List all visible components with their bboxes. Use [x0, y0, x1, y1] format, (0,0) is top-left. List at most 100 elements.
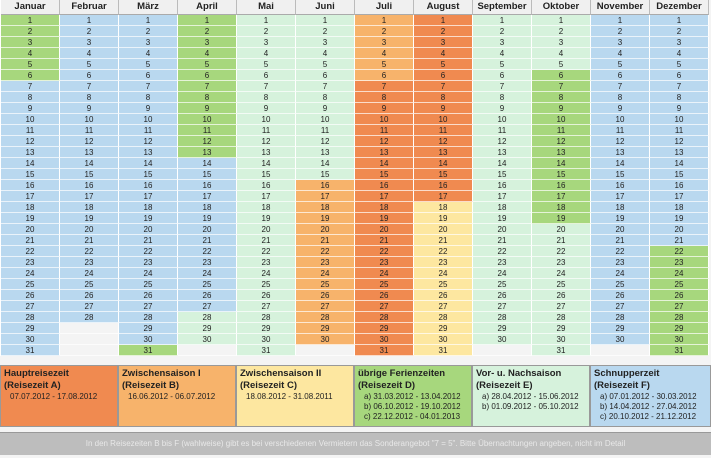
day-cell: 30	[237, 334, 296, 345]
day-cell: 30	[473, 334, 532, 345]
day-cell: 1	[650, 15, 709, 26]
day-cell	[60, 334, 119, 345]
day-cell: 12	[591, 136, 650, 147]
day-cell: 15	[591, 169, 650, 180]
day-cell: 11	[473, 125, 532, 136]
day-cell: 3	[591, 37, 650, 48]
day-cell: 11	[591, 125, 650, 136]
day-cell: 22	[119, 246, 178, 257]
day-cell: 10	[119, 114, 178, 125]
day-cell: 11	[119, 125, 178, 136]
day-cell: 20	[296, 224, 355, 235]
day-cell: 7	[650, 81, 709, 92]
month-header: Februar	[60, 0, 119, 15]
day-cell: 29	[1, 323, 60, 334]
day-cell: 19	[237, 213, 296, 224]
day-cell: 13	[650, 147, 709, 158]
day-cell: 2	[591, 26, 650, 37]
day-cell: 4	[296, 48, 355, 59]
day-cell: 16	[650, 180, 709, 191]
month-header: Oktober	[532, 0, 591, 15]
day-cell: 30	[355, 334, 414, 345]
day-cell: 22	[473, 246, 532, 257]
month-header: Mai	[237, 0, 296, 15]
day-cell: 24	[296, 268, 355, 279]
day-cell: 27	[60, 301, 119, 312]
day-cell: 16	[119, 180, 178, 191]
day-cell: 9	[119, 103, 178, 114]
day-cell: 6	[532, 70, 591, 81]
day-cell: 25	[650, 279, 709, 290]
day-cell: 17	[60, 191, 119, 202]
day-cell: 2	[119, 26, 178, 37]
day-cell: 29	[473, 323, 532, 334]
day-cell: 11	[532, 125, 591, 136]
day-cell: 8	[532, 92, 591, 103]
day-cell: 14	[119, 158, 178, 169]
day-cell: 11	[1, 125, 60, 136]
day-cell: 15	[1, 169, 60, 180]
day-cell: 4	[650, 48, 709, 59]
day-cell: 5	[60, 59, 119, 70]
day-cell: 12	[60, 136, 119, 147]
day-cell: 21	[296, 235, 355, 246]
day-cell: 3	[296, 37, 355, 48]
day-cell: 20	[237, 224, 296, 235]
day-cell: 10	[355, 114, 414, 125]
day-cell: 17	[355, 191, 414, 202]
day-cell: 3	[178, 37, 237, 48]
day-cell: 13	[237, 147, 296, 158]
day-cell: 3	[355, 37, 414, 48]
day-cell: 14	[591, 158, 650, 169]
legend-item: Vor- u. Nachsaison (Reisezeit E) a) 28.04.…	[472, 365, 590, 427]
day-cell: 4	[473, 48, 532, 59]
day-cell: 7	[60, 81, 119, 92]
legend-date-range: b) 14.04.2012 - 27.04.2012	[600, 402, 697, 411]
day-cell: 24	[119, 268, 178, 279]
day-cell: 21	[414, 235, 473, 246]
day-cell: 26	[178, 290, 237, 301]
day-cell: 11	[60, 125, 119, 136]
month-header: April	[178, 0, 237, 15]
day-cell: 17	[237, 191, 296, 202]
day-cell: 28	[414, 312, 473, 323]
day-cell: 14	[473, 158, 532, 169]
day-cell: 3	[414, 37, 473, 48]
day-cell: 26	[60, 290, 119, 301]
day-cell: 30	[119, 334, 178, 345]
day-cell: 1	[119, 15, 178, 26]
day-cell: 23	[473, 257, 532, 268]
day-cell: 20	[591, 224, 650, 235]
legend-title: Zwischensaison II	[240, 368, 322, 379]
day-cell: 10	[237, 114, 296, 125]
day-cell: 10	[650, 114, 709, 125]
day-cell: 20	[355, 224, 414, 235]
day-cell: 15	[650, 169, 709, 180]
day-cell: 23	[1, 257, 60, 268]
legend-date-range: 18.08.2012 - 31.08.2011	[246, 392, 333, 401]
day-cell: 22	[60, 246, 119, 257]
day-cell: 19	[60, 213, 119, 224]
day-cell: 23	[414, 257, 473, 268]
season-legend: Hauptreisezeit (Reisezeit A) 07.07.2012 - …	[0, 365, 711, 427]
day-cell: 8	[473, 92, 532, 103]
day-cell: 22	[532, 246, 591, 257]
day-cell: 6	[119, 70, 178, 81]
day-cell: 10	[473, 114, 532, 125]
day-cell: 12	[119, 136, 178, 147]
day-cell: 3	[650, 37, 709, 48]
day-cell: 31	[532, 345, 591, 356]
day-cell: 22	[414, 246, 473, 257]
day-cell: 1	[355, 15, 414, 26]
day-cell: 5	[119, 59, 178, 70]
day-cell: 4	[178, 48, 237, 59]
day-cell: 28	[237, 312, 296, 323]
day-cell: 23	[532, 257, 591, 268]
day-cell: 16	[237, 180, 296, 191]
day-cell: 26	[296, 290, 355, 301]
day-cell: 2	[237, 26, 296, 37]
day-cell: 16	[60, 180, 119, 191]
legend-date-range: b) 01.09.2012 - 05.10.2012	[482, 402, 579, 411]
day-cell: 11	[237, 125, 296, 136]
legend-date-range: c) 20.10.2012 - 21.12.2012	[600, 412, 697, 421]
